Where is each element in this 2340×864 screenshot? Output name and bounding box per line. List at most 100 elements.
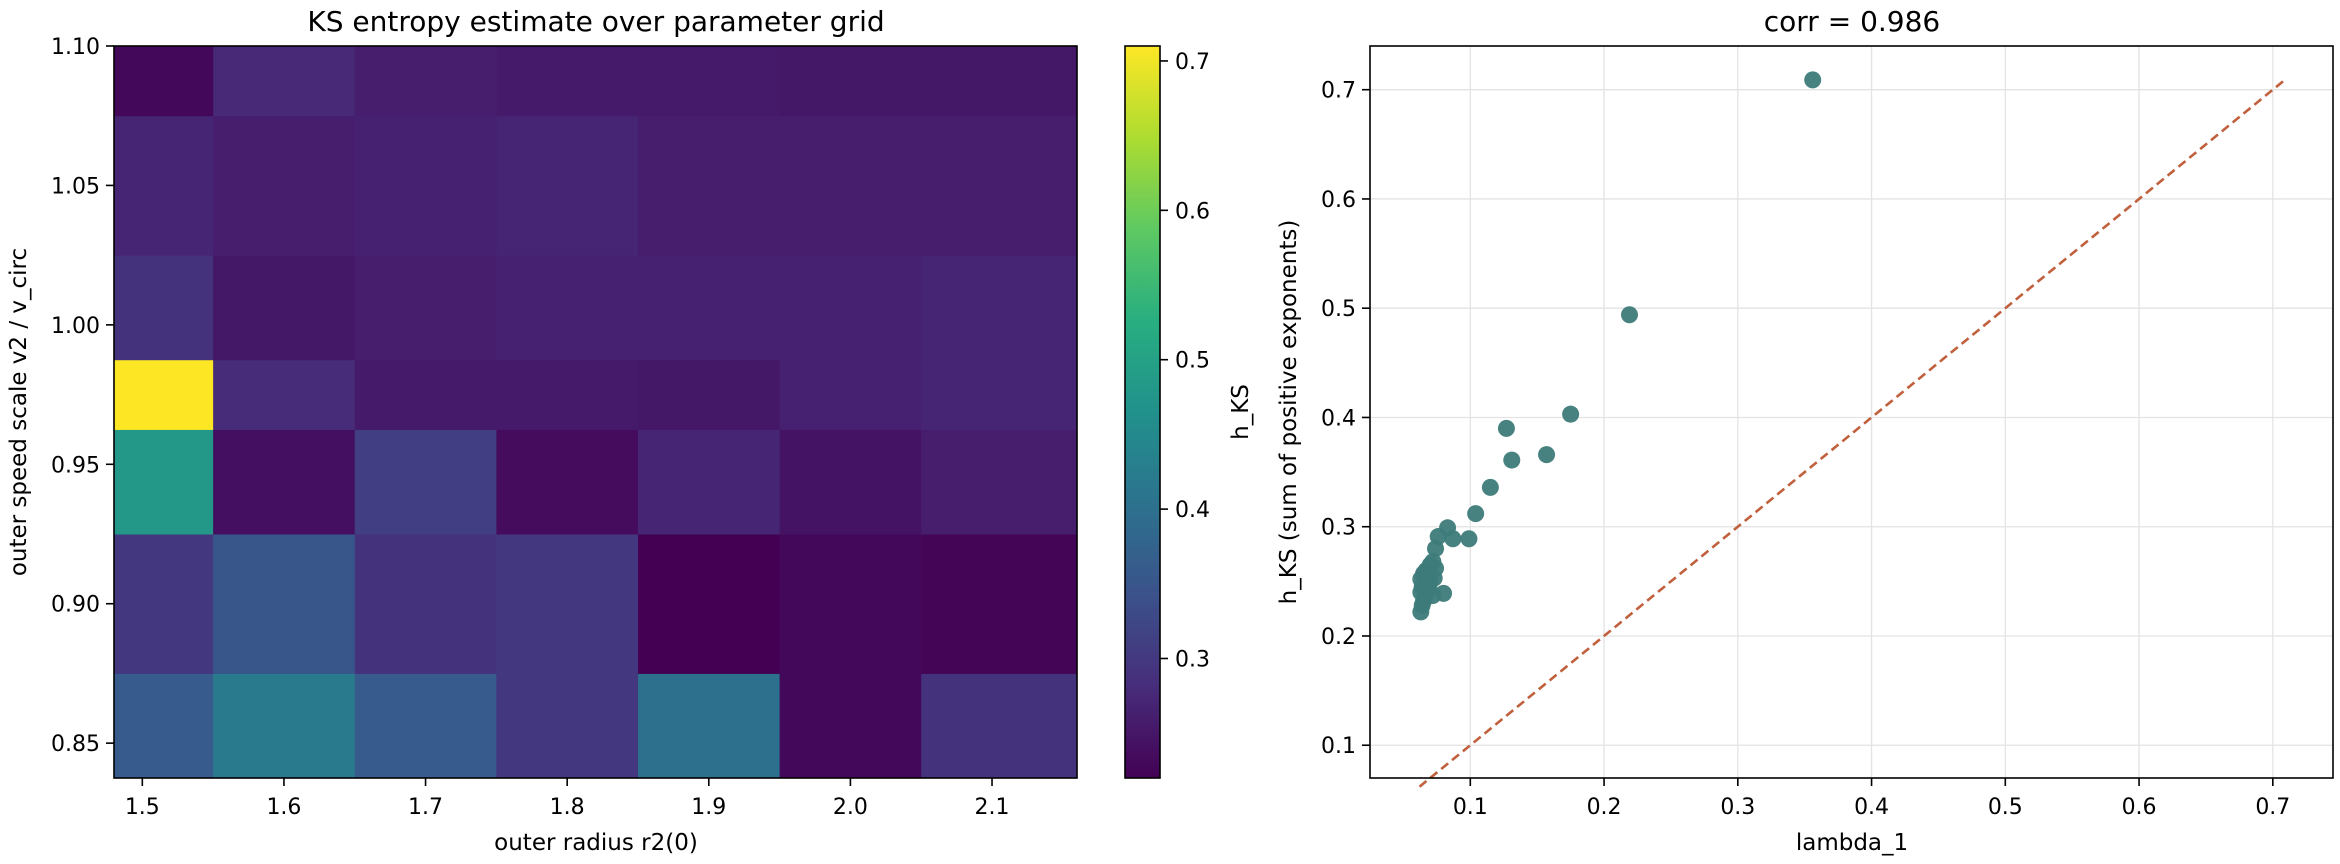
heatmap-cell [213,429,356,535]
scatter-point [1481,478,1499,496]
y-tick-label: 0.90 [51,593,100,618]
heatmap-cell [779,359,922,430]
colorbar-tick-label: 0.4 [1175,498,1210,523]
x-tick-label: 1.5 [125,795,160,820]
heatmap-cell [637,429,781,535]
heatmap-y-axis-label: outer speed scale v2 / v_circ [6,248,32,576]
heatmap-cell [213,46,356,117]
y-tick-label: 0.3 [1321,516,1356,541]
colorbar-tick-label: 0.6 [1175,199,1210,224]
scatter-points [1412,71,1822,621]
scatter-point [1412,603,1430,621]
scatter-title: corr = 0.986 [1764,5,1940,38]
scatter-point [1804,71,1822,89]
colorbar-ticks: 0.3 0.4 0.5 0.6 0.7 [1160,50,1210,672]
y-tick-label: 0.5 [1321,297,1356,322]
scatter-point [1538,446,1556,464]
heatmap-cells [114,46,1078,779]
x-tick-label: 0.4 [1854,795,1889,820]
colorbar-gradient [1124,45,1161,779]
scatter-point [1503,451,1521,469]
y-tick-label: 1.00 [51,314,100,339]
y-tick-label: 0.85 [51,732,100,757]
heatmap-cell [213,359,356,430]
heatmap-cell [114,115,214,256]
heatmap-cell [354,255,497,361]
heatmap-cell [637,534,781,674]
heatmap-cell [496,429,639,535]
x-tick-label: 1.9 [691,795,726,820]
heatmap-title: KS entropy estimate over parameter grid [307,5,884,38]
heatmap-cell [779,115,922,256]
heatmap-cell [496,534,639,674]
heatmap-cell [496,46,639,117]
y-tick-label: 0.95 [51,453,100,478]
scatter-frame [1369,45,2334,779]
heatmap-cell [779,673,922,779]
scatter-point [1562,405,1580,423]
heatmap-y-ticks: 0.85 0.90 0.95 1.00 1.05 1.10 [51,35,114,757]
scatter-y-ticks: 0.1 0.2 0.3 0.4 0.5 0.6 0.7 [1321,79,1370,759]
y-tick-label: 0.7 [1321,79,1356,104]
scatter-point [1427,540,1445,558]
heatmap-cell [213,534,356,674]
x-tick-label: 0.2 [1587,795,1622,820]
heatmap-cell [921,115,1078,256]
heatmap-cell [496,115,639,256]
x-tick-label: 2.0 [833,795,868,820]
scatter-point [1460,530,1478,548]
colorbar-label: h_KS [1228,384,1254,440]
heatmap-x-axis-label: outer radius r2(0) [494,830,698,856]
heatmap-cell [779,46,922,117]
heatmap-cell [921,359,1078,430]
scatter-point [1497,419,1515,437]
scatter-point [1444,530,1462,548]
heatmap-cell [637,359,781,430]
x-tick-label: 1.6 [266,795,301,820]
heatmap-cell [637,255,781,361]
heatmap-cell [637,115,781,256]
heatmap-frame [113,45,1078,779]
colorbar-tick-label: 0.5 [1175,349,1210,374]
scatter-grid [1370,46,2333,778]
heatmap-cell [496,255,639,361]
heatmap-cell [637,673,781,779]
heatmap-cell [114,46,214,117]
heatmap-cell [213,115,356,256]
heatmap-cell [213,673,356,779]
heatmap-cell [921,534,1078,674]
heatmap-cell [354,359,497,430]
x-tick-label: 0.5 [1988,795,2023,820]
scatter-y-axis-label: h_KS (sum of positive exponents) [1276,220,1302,605]
heatmap-cell [921,673,1078,779]
heatmap-cell [354,115,497,256]
scatter-point [1467,505,1485,523]
heatmap-cell [114,429,214,535]
x-tick-label: 0.7 [2255,795,2290,820]
y-tick-label: 0.4 [1321,406,1356,431]
colorbar-tick-label: 0.3 [1175,647,1210,672]
heatmap-cell [779,429,922,535]
heatmap-cell [114,359,214,430]
heatmap-cell [779,255,922,361]
heatmap-cell [114,255,214,361]
x-tick-label: 2.1 [975,795,1010,820]
x-tick-label: 0.1 [1453,795,1488,820]
heatmap-cell [496,673,639,779]
heatmap-panel: KS entropy estimate over parameter grid … [6,5,1078,856]
heatmap-cell [921,429,1078,535]
scatter-x-ticks: 0.1 0.2 0.3 0.4 0.5 0.6 0.7 [1453,778,2290,820]
y-tick-label: 1.05 [51,174,100,199]
y-tick-label: 0.6 [1321,188,1356,213]
x-tick-label: 0.3 [1720,795,1755,820]
x-tick-label: 1.8 [550,795,585,820]
x-tick-label: 1.7 [408,795,443,820]
heatmap-cell [354,429,497,535]
heatmap-cell [354,673,497,779]
x-tick-label: 0.6 [2122,795,2157,820]
colorbar: 0.3 0.4 0.5 0.6 0.7 h_KS [1124,45,1254,779]
scatter-point [1620,306,1638,324]
heatmap-cell [114,673,214,779]
heatmap-cell [779,534,922,674]
